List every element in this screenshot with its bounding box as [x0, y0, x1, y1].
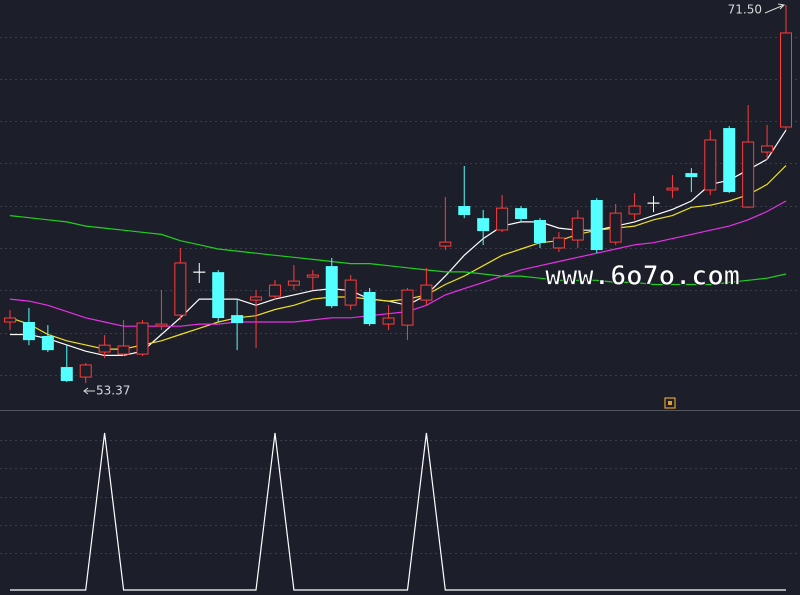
candle-body [268, 284, 281, 297]
candle-body [136, 322, 149, 355]
candle-body [666, 187, 679, 191]
candle-body [496, 207, 509, 231]
max-label: 71.50 [728, 3, 762, 17]
candle-body [306, 274, 319, 278]
candle-body [533, 220, 546, 243]
candle-body [41, 335, 54, 351]
candle-body [609, 212, 622, 243]
candle-body [4, 317, 16, 323]
icon [664, 397, 676, 409]
candle-body [98, 344, 111, 353]
candle-body [552, 237, 565, 249]
ma-line [9, 165, 787, 350]
candle-body [723, 128, 736, 193]
marks [4, 5, 792, 591]
candle-body [382, 317, 395, 325]
candle-body [325, 266, 338, 307]
candle-body [685, 173, 698, 178]
candle-body [344, 279, 357, 306]
candle-body [117, 345, 130, 355]
icon-dot [668, 401, 672, 405]
ma-line [9, 215, 787, 286]
watermark: www.6o7o.com [545, 261, 740, 292]
grid [0, 37, 800, 554]
min-label: 53.37 [96, 384, 130, 398]
candle-body [761, 145, 774, 153]
candle-body [401, 289, 414, 326]
candle-body [571, 217, 584, 241]
candle-body [60, 367, 73, 382]
candle-body [780, 32, 792, 128]
candle-body [287, 280, 300, 286]
candle-body [250, 296, 263, 301]
max-arrow [764, 3, 786, 14]
candle-body [174, 262, 187, 316]
candle-body [439, 241, 452, 247]
candle-body [704, 139, 717, 191]
candle-body [155, 323, 168, 327]
candle-body [22, 321, 35, 341]
candle-body [742, 141, 755, 208]
candle-body [363, 291, 376, 325]
candle-body [515, 208, 528, 219]
candle-body [458, 206, 471, 216]
candle-body [212, 272, 225, 319]
min-arrow [83, 387, 95, 395]
candle-body [231, 315, 244, 324]
candle-body [477, 218, 490, 232]
candle-body [628, 205, 641, 215]
candle-body [79, 364, 92, 378]
candle-body [420, 284, 433, 301]
candle-body [590, 199, 603, 251]
indicator-line [10, 432, 786, 591]
